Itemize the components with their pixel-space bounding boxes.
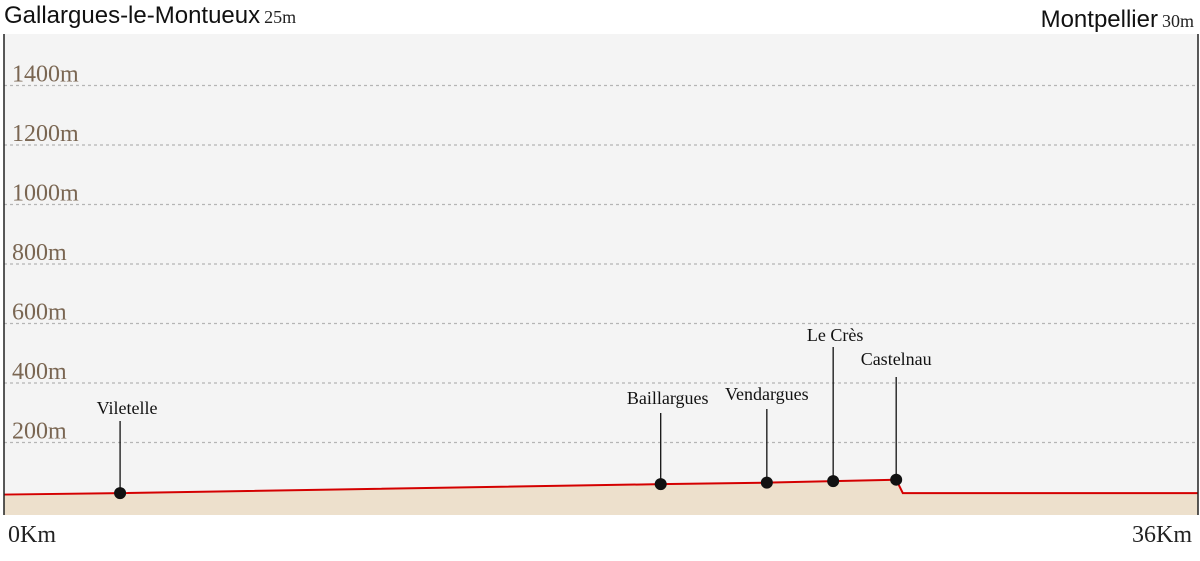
- end-location-title: Montpellier 30m: [1041, 6, 1194, 34]
- y-tick-label: 600m: [12, 300, 67, 326]
- grid-lines: [4, 84, 1198, 444]
- y-tick-label: 1400m: [12, 62, 79, 88]
- town-marker-dot: [654, 478, 667, 491]
- y-tick-label: 400m: [12, 359, 67, 385]
- town-label: Castelnau: [861, 349, 932, 369]
- y-tick-label: 1200m: [12, 121, 79, 147]
- town-markers: Viletelle Baillargues Vendargues Le Crès Cas…: [97, 325, 932, 500]
- town-marker-dot: [827, 475, 840, 488]
- y-tick-labels: 200m 400m 600m 800m 1000m 1200m 1400m: [12, 62, 79, 445]
- x-axis-end-label: 36Km: [1132, 522, 1192, 548]
- start-altitude: 25m: [264, 7, 297, 27]
- y-tick-label: 800m: [12, 240, 67, 266]
- town-label: Vendargues: [725, 384, 809, 404]
- end-location-name: Montpellier: [1040, 6, 1158, 33]
- town-label: Baillargues: [627, 388, 709, 408]
- town-marker-dot: [890, 473, 903, 486]
- start-location-name: Gallargues-le-Montueux: [4, 2, 261, 29]
- x-axis-start-label: 0Km: [8, 522, 56, 548]
- y-tick-label: 200m: [12, 419, 67, 445]
- end-altitude: 30m: [1161, 11, 1194, 31]
- town-marker-dot: [760, 476, 773, 489]
- plot-background: [4, 34, 1198, 515]
- profile-line: [3, 478, 1198, 496]
- town-label: Le Crès: [807, 325, 863, 345]
- town-marker-dot: [114, 487, 127, 500]
- start-location-title: Gallargues-le-Montueux 25m: [4, 2, 296, 30]
- town-label: Viletelle: [97, 398, 158, 418]
- y-tick-label: 1000m: [12, 181, 79, 207]
